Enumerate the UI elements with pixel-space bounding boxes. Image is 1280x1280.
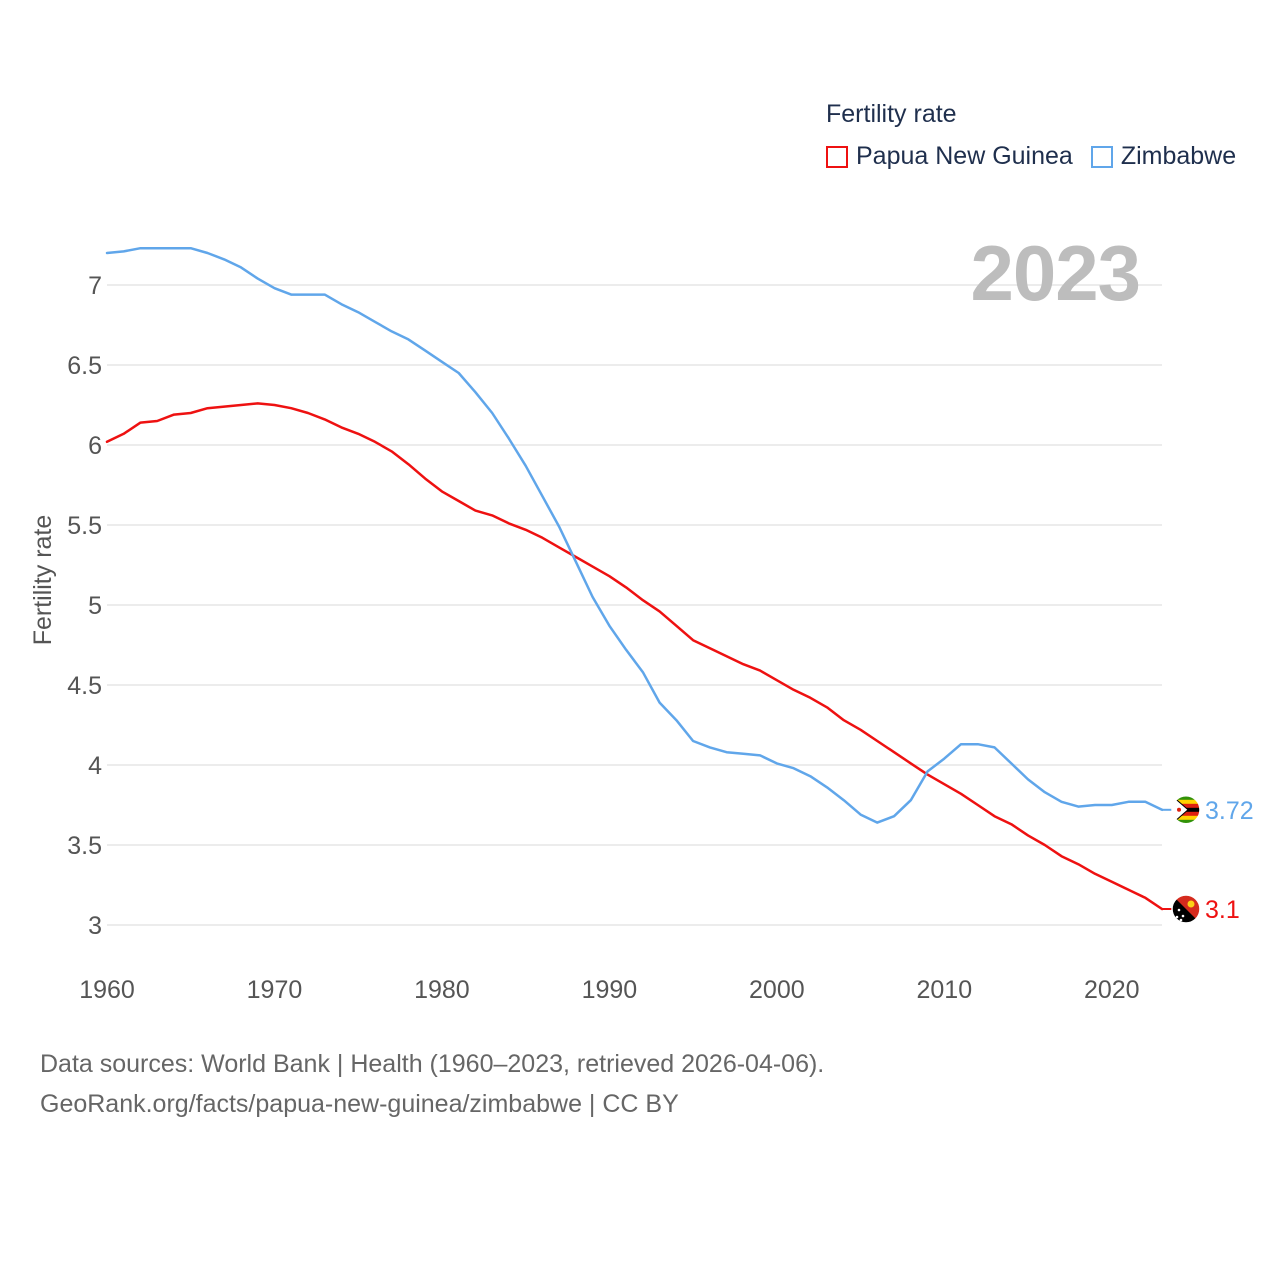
legend-label-papua-new-guinea: Papua New Guinea [856,142,1073,170]
end-value-label-zimbabwe: 3.72 [1205,797,1254,825]
legend-item-papua-new-guinea[interactable]: Papua New Guinea [826,142,1073,171]
year-label: 2023 [970,229,1141,317]
x-tick-label: 2000 [749,976,805,1004]
y-axis-ticks: 3 3.5 4 4.5 5 5.5 6 6.5 7 [67,272,102,940]
x-tick-label: 1980 [414,976,470,1004]
series-lines [105,246,1164,911]
legend-swatch-zimbabwe [1090,145,1113,168]
grid-lines [107,284,1162,926]
y-tick-label: 4 [88,752,102,780]
source-url-text[interactable]: GeoRank.org/facts/papua-new-guinea/zimba… [40,1090,679,1118]
x-axis-ticks: 1960 1970 1980 1990 2000 2010 2020 [79,976,1139,1004]
x-tick-label: 2010 [916,976,972,1004]
x-tick-label: 1990 [582,976,638,1004]
series-line-papua-new-guinea [105,402,1164,911]
flag-icon-zimbabwe [1171,795,1201,825]
flag-icon-papua-new-guinea [1171,894,1201,924]
legend-title: Fertility rate [826,100,957,128]
legend: Papua New Guinea Zimbabwe [826,142,1254,171]
y-tick-label: 3 [88,912,102,940]
series-line-zimbabwe [105,246,1164,824]
y-tick-label: 6 [88,432,102,460]
y-tick-label: 5 [88,592,102,620]
x-tick-label: 1960 [79,976,135,1004]
y-tick-label: 4.5 [67,672,102,700]
y-tick-label: 3.5 [67,832,102,860]
y-tick-label: 5.5 [67,512,102,540]
data-sources-text: Data sources: World Bank | Health (1960–… [40,1050,825,1078]
y-tick-label: 7 [88,272,102,300]
legend-swatch-papua-new-guinea [826,145,848,168]
x-tick-label: 1970 [247,976,303,1004]
footer: Data sources: World Bank | Health (1960–… [40,1044,824,1124]
y-axis-label: Fertility rate [29,515,57,646]
x-tick-label: 2020 [1084,976,1140,1004]
end-value-label-papua-new-guinea: 3.1 [1205,896,1240,924]
series-end-markers: 3.1 3.72 [1162,795,1254,924]
legend-label-zimbabwe: Zimbabwe [1120,142,1237,170]
legend-item-zimbabwe[interactable]: Zimbabwe [1090,142,1237,171]
y-tick-label: 6.5 [67,352,102,380]
